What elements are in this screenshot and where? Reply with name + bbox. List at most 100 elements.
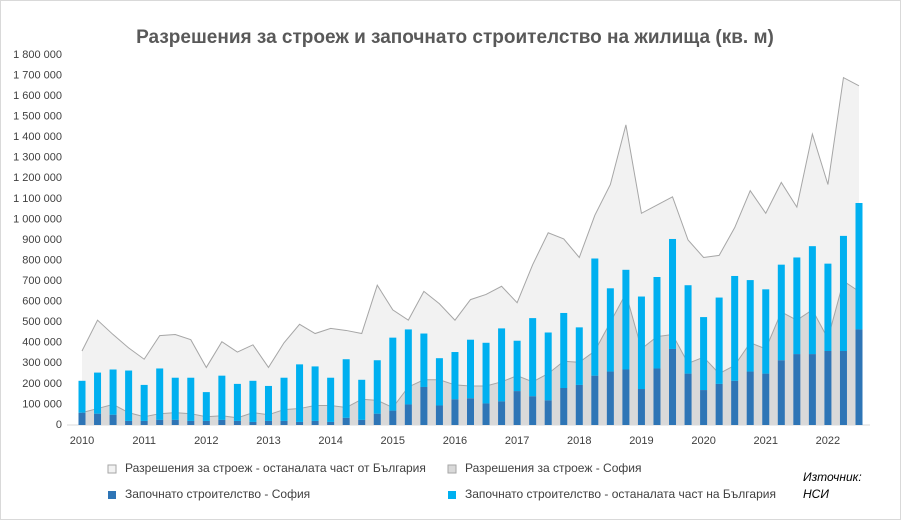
area-line: [81, 76, 860, 369]
bar: [467, 398, 474, 425]
x-tick-label: 2020: [691, 435, 715, 447]
x-tick-label: 2019: [629, 435, 653, 447]
legend-label: Започнато строителство - София: [125, 487, 310, 501]
bar: [358, 419, 366, 425]
bar: [653, 368, 661, 425]
y-tick-label: 700 000: [22, 275, 62, 287]
bar: [342, 417, 350, 425]
bar: [125, 420, 133, 425]
bar: [280, 420, 288, 425]
bar: [264, 420, 272, 425]
bar: [373, 360, 381, 414]
bar: [420, 333, 428, 387]
bar: [451, 399, 459, 425]
y-tick-label: 1 300 000: [13, 152, 62, 164]
bar: [482, 403, 490, 425]
bar: [669, 348, 677, 425]
y-tick-label: 300 000: [22, 357, 62, 369]
bar: [373, 413, 381, 425]
legend-swatch: [108, 491, 116, 499]
bar: [777, 264, 785, 361]
area: [82, 281, 859, 425]
bar: [575, 327, 583, 385]
bar: [808, 246, 816, 355]
bar: [746, 371, 754, 425]
y-tick-label: 1 700 000: [13, 69, 62, 81]
y-tick-label: 1 500 000: [13, 111, 62, 123]
bar: [249, 380, 257, 422]
bar: [218, 419, 226, 425]
x-tick-label: 2012: [194, 435, 218, 447]
bar: [793, 354, 801, 425]
x-tick-label: 2013: [256, 435, 280, 447]
bar: [404, 404, 412, 425]
x-tick-label: 2015: [381, 435, 405, 447]
bar: [762, 289, 770, 374]
bar: [451, 352, 459, 400]
bar: [233, 383, 241, 421]
bar: [669, 238, 677, 349]
bar: [420, 386, 428, 425]
y-tick-label: 800 000: [22, 254, 62, 266]
bar: [404, 329, 412, 405]
bar: [140, 384, 148, 421]
bar: [109, 369, 117, 415]
bar: [296, 421, 304, 425]
bar: [498, 401, 506, 425]
area: [82, 77, 859, 418]
y-tick-label: 200 000: [22, 378, 62, 390]
bar: [78, 412, 86, 425]
bar: [715, 297, 723, 384]
bar: [653, 277, 661, 369]
bar: [637, 389, 645, 425]
y-tick-label: 1 200 000: [13, 172, 62, 184]
bar: [684, 285, 692, 374]
source-value: НСИ: [803, 487, 829, 501]
bar: [218, 375, 226, 420]
bar: [389, 410, 397, 425]
bar: [560, 312, 568, 388]
x-tick-label: 2010: [70, 435, 94, 447]
x-tick-label: 2021: [754, 435, 778, 447]
bar: [824, 263, 832, 351]
bar: [793, 257, 801, 355]
x-tick-label: 2014: [318, 435, 342, 447]
bar: [202, 420, 210, 425]
bar: [591, 375, 599, 425]
bar: [435, 405, 443, 425]
bar: [575, 384, 583, 425]
bar: [606, 371, 614, 425]
bar: [715, 383, 723, 425]
y-tick-label: 1 800 000: [13, 49, 62, 61]
legend-label: Започнато строителство - останалата част…: [465, 487, 776, 501]
bar: [824, 351, 832, 425]
legend-label: Разрешения за строеж - София: [465, 461, 641, 475]
y-tick-label: 0: [56, 419, 62, 431]
bar: [156, 419, 164, 425]
bar: [94, 413, 102, 425]
legend-swatch: [447, 464, 457, 474]
y-tick-label: 1 000 000: [13, 213, 62, 225]
y-tick-label: 1 600 000: [13, 90, 62, 102]
x-tick-label: 2016: [443, 435, 467, 447]
y-tick-label: 400 000: [22, 337, 62, 349]
bar: [280, 377, 288, 421]
bar: [171, 419, 179, 425]
bar: [311, 366, 319, 421]
bar: [746, 280, 754, 372]
bar: [358, 379, 366, 420]
bar: [637, 296, 645, 390]
bar: [140, 420, 148, 425]
y-tick-label: 1 400 000: [13, 131, 62, 143]
bar: [327, 377, 335, 422]
bar: [544, 332, 552, 401]
bar: [855, 329, 863, 425]
y-tick-label: 1 100 000: [13, 193, 62, 205]
bar: [591, 258, 599, 376]
bar: [109, 414, 117, 425]
bar: [233, 420, 241, 425]
bar: [187, 420, 195, 425]
bar: [700, 390, 708, 425]
bar: [808, 354, 816, 425]
